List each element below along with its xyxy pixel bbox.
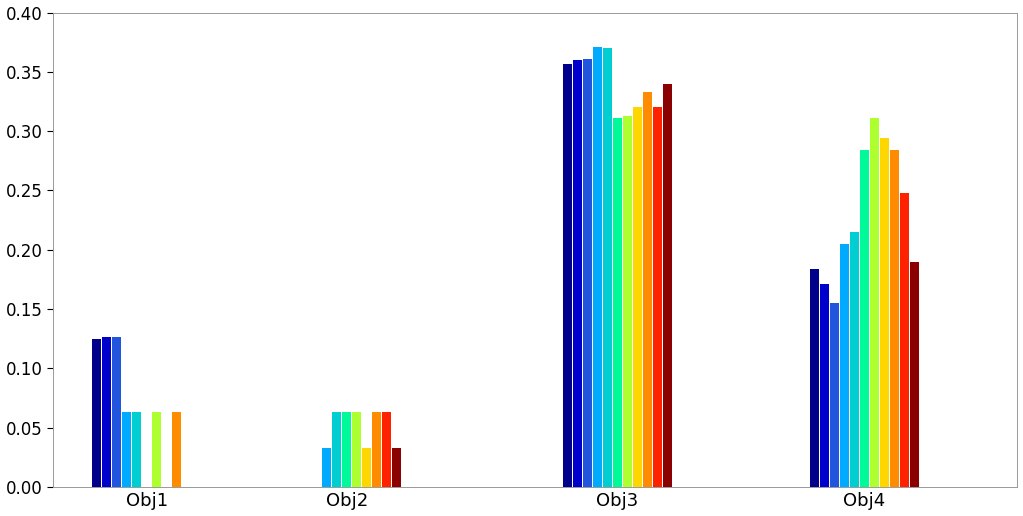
Bar bbox=[383, 412, 392, 487]
Bar bbox=[890, 150, 899, 487]
Bar bbox=[613, 118, 622, 487]
Bar bbox=[643, 92, 652, 487]
Bar bbox=[92, 338, 101, 487]
Bar bbox=[820, 284, 829, 487]
Bar bbox=[810, 269, 819, 487]
Bar bbox=[353, 412, 361, 487]
Bar bbox=[603, 48, 612, 487]
Bar bbox=[593, 47, 602, 487]
Bar bbox=[633, 107, 642, 487]
Bar bbox=[132, 412, 141, 487]
Bar bbox=[573, 60, 582, 487]
Bar bbox=[332, 412, 342, 487]
Bar bbox=[663, 84, 672, 487]
Bar bbox=[173, 412, 181, 487]
Bar bbox=[900, 193, 909, 487]
Bar bbox=[880, 138, 889, 487]
Bar bbox=[860, 150, 869, 487]
Bar bbox=[372, 412, 382, 487]
Bar bbox=[830, 303, 839, 487]
Bar bbox=[850, 232, 859, 487]
Bar bbox=[840, 244, 849, 487]
Bar bbox=[322, 448, 331, 487]
Bar bbox=[393, 448, 401, 487]
Bar bbox=[583, 59, 592, 487]
Bar bbox=[113, 337, 122, 487]
Bar bbox=[653, 107, 662, 487]
Bar bbox=[362, 448, 371, 487]
Bar bbox=[102, 337, 112, 487]
Bar bbox=[343, 412, 352, 487]
Bar bbox=[870, 118, 879, 487]
Bar bbox=[910, 262, 919, 487]
Bar bbox=[563, 63, 572, 487]
Bar bbox=[123, 412, 132, 487]
Bar bbox=[623, 116, 632, 487]
Bar bbox=[152, 412, 162, 487]
